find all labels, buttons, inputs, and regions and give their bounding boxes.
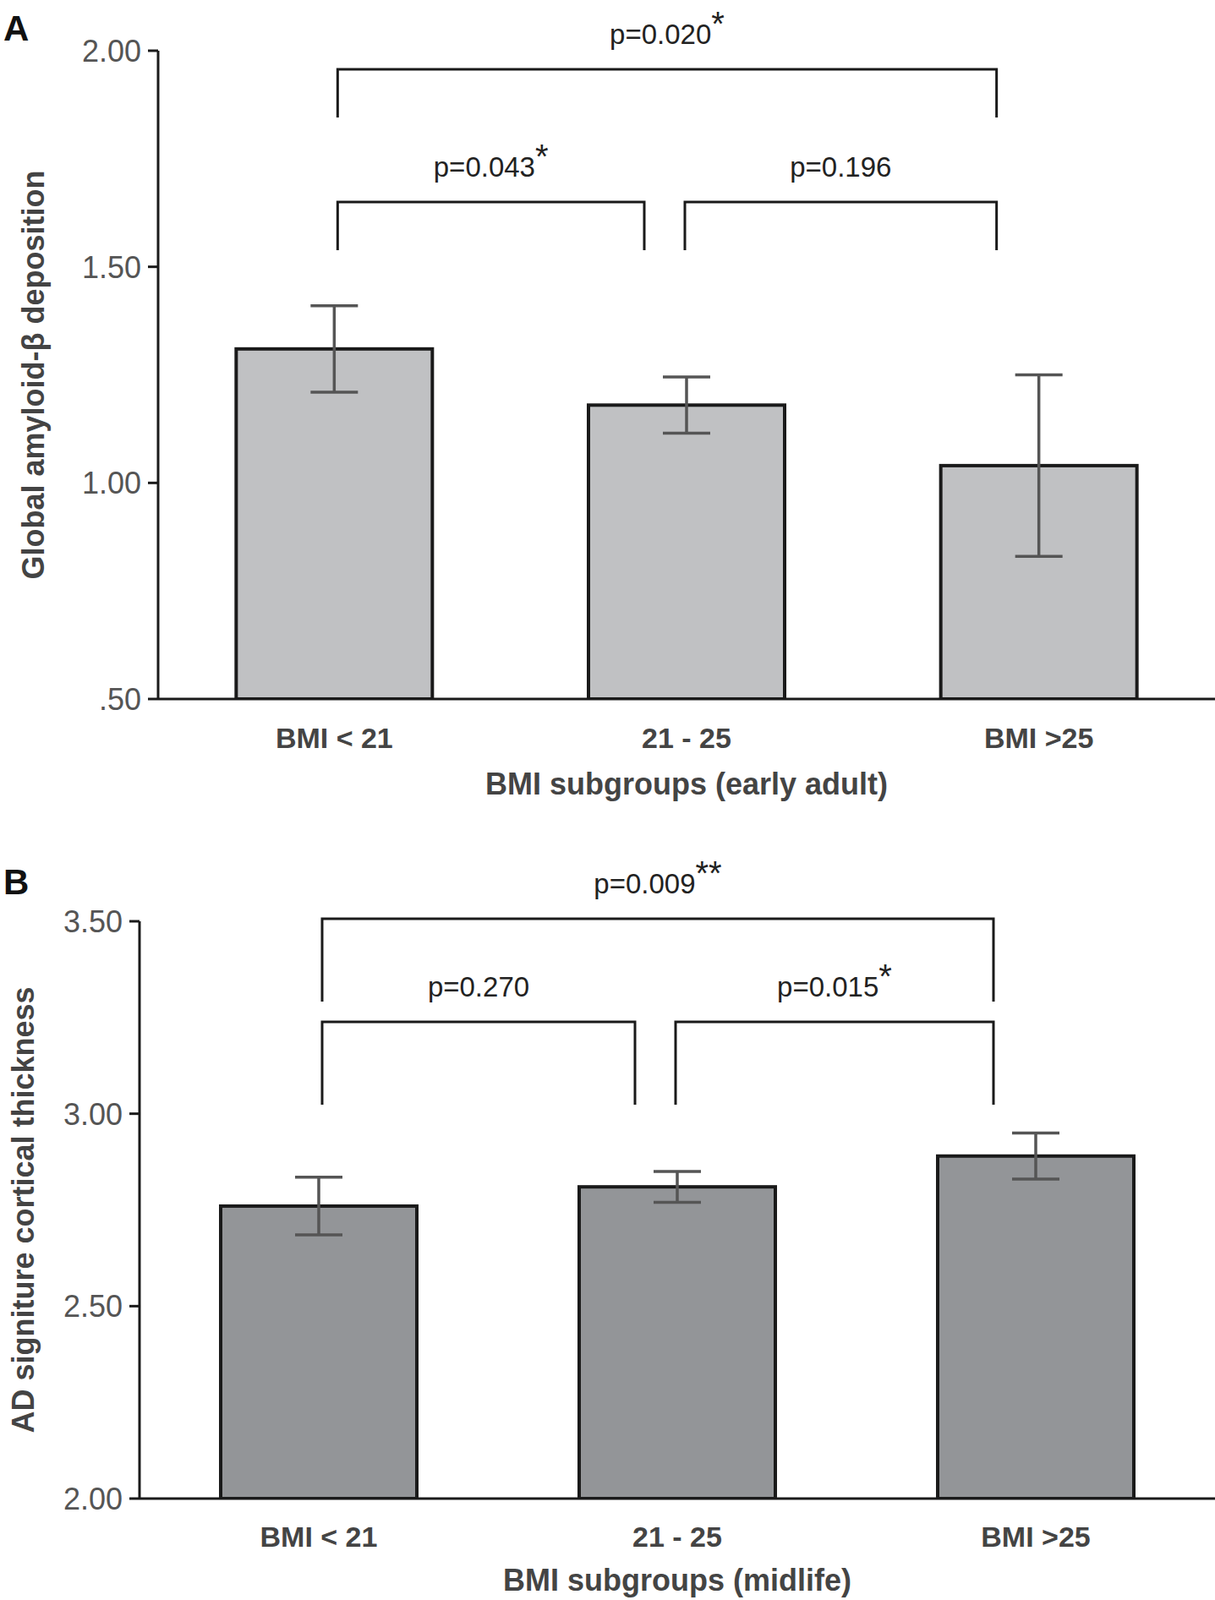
- error-cap: [295, 1233, 343, 1237]
- error-cap: [1012, 1177, 1060, 1182]
- panel-label: B: [3, 862, 29, 903]
- x-tick-label: BMI < 21: [260, 1521, 378, 1554]
- marks: [220, 1132, 1134, 1500]
- x-axis-title: BMI subgroups (early adult): [485, 766, 888, 802]
- error-bar: [1012, 1132, 1060, 1180]
- error-cap: [295, 1176, 343, 1180]
- error-line: [1037, 375, 1041, 558]
- y-tick-label: 3.00: [63, 1097, 123, 1133]
- y-tick: [147, 49, 159, 53]
- p-value: p=0.043*: [433, 137, 549, 183]
- error-bar: [310, 306, 358, 393]
- error-cap: [662, 375, 711, 379]
- x-tick-label: BMI >25: [980, 1521, 1090, 1554]
- bar: [937, 1156, 1134, 1500]
- x-tick-label: 21 - 25: [632, 1521, 723, 1554]
- y-tick: [129, 1498, 140, 1501]
- bracket: [337, 69, 997, 118]
- error-cap: [653, 1170, 701, 1174]
- error-line: [1034, 1132, 1038, 1180]
- x-tick-label: BMI >25: [984, 722, 1094, 755]
- y-tick-label: 1.00: [82, 465, 142, 501]
- bracket: [322, 919, 994, 1002]
- error-cap: [1015, 373, 1063, 378]
- y-tick-label: 3.50: [63, 904, 123, 940]
- bar: [220, 1206, 417, 1500]
- y-tick: [129, 920, 140, 924]
- p-value: p=0.015*: [777, 957, 893, 1003]
- y-tick: [147, 698, 159, 701]
- p-value: p=0.020*: [609, 5, 725, 50]
- y-tick-label: 1.50: [82, 250, 142, 285]
- p-value: p=0.196: [789, 151, 892, 183]
- error-cap: [1015, 555, 1063, 559]
- panel: A .50 1.00 1.50 2.00 BMI < 21 21 - 25 BMI >25 BM…: [3, 5, 1215, 802]
- x-tick-label: 21 - 25: [641, 722, 732, 755]
- error-cap: [1012, 1132, 1060, 1136]
- y-tick: [147, 265, 159, 269]
- x-axis: [158, 698, 1215, 701]
- y-axis-title: AD signiture cortical thickness: [5, 986, 41, 1434]
- error-line: [684, 377, 689, 433]
- y-axis-title: Global amyloid-β deposition: [16, 170, 51, 581]
- bar: [235, 349, 433, 700]
- bar: [588, 405, 785, 700]
- bracket: [675, 1022, 994, 1106]
- p-value: p=0.009**: [593, 854, 722, 900]
- bar: [579, 1187, 776, 1500]
- error-bar: [1015, 375, 1063, 558]
- y-tick: [129, 1112, 140, 1116]
- error-line: [317, 1177, 321, 1236]
- error-bar: [653, 1171, 701, 1203]
- error-cap: [310, 390, 358, 395]
- error-cap: [310, 304, 358, 308]
- y-tick-label: .50: [98, 682, 142, 717]
- x-axis: [139, 1498, 1215, 1501]
- bracket: [322, 1022, 635, 1106]
- y-tick-label: 2.50: [63, 1289, 123, 1325]
- bracket: [337, 202, 645, 251]
- y-tick: [129, 1305, 140, 1309]
- y-tick: [147, 481, 159, 485]
- marks: [235, 306, 1137, 700]
- figure: A .50 1.00 1.50 2.00 BMI < 21 21 - 25 BMI >25 BM…: [0, 0, 1215, 1600]
- error-cap: [662, 432, 711, 436]
- error-line: [675, 1171, 679, 1203]
- error-bar: [662, 377, 711, 433]
- error-cap: [653, 1201, 701, 1205]
- y-axis: [138, 921, 142, 1500]
- y-tick-label: 2.00: [82, 33, 142, 69]
- x-tick-label: BMI < 21: [275, 722, 394, 755]
- error-line: [333, 306, 337, 393]
- bracket: [684, 202, 997, 251]
- y-axis: [157, 50, 160, 700]
- x-axis-title: BMI subgroups (midlife): [503, 1563, 852, 1599]
- panel: B 2.00 2.50 3.00 3.50 BMI < 21 21 - 25 BMI >25 B…: [3, 854, 1215, 1599]
- error-bar: [295, 1177, 343, 1236]
- y-tick-label: 2.00: [63, 1482, 123, 1517]
- panel-label: A: [3, 8, 29, 49]
- p-value: p=0.270: [427, 971, 530, 1003]
